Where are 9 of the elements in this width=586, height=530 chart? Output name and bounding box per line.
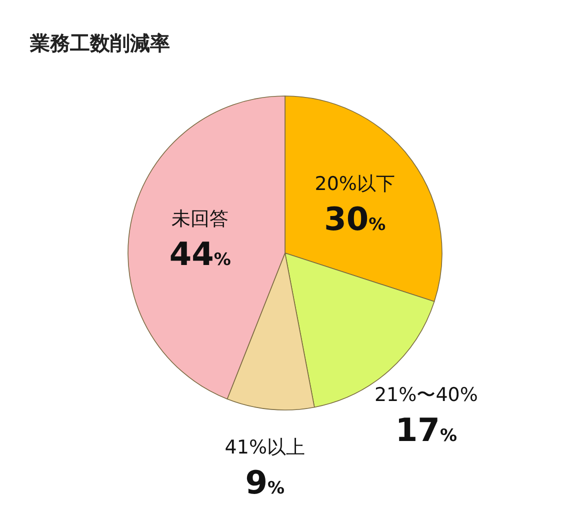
slice-label: 21%〜40%	[374, 384, 478, 406]
chart-title: 業務工数削減率	[29, 31, 170, 55]
data-label: 9%	[245, 464, 285, 502]
data-label: 44%	[169, 234, 231, 273]
slice-label: 41%以上	[224, 436, 306, 459]
slice-label: 未回答	[172, 208, 229, 230]
data-label: 30%	[324, 200, 386, 238]
slice-label: 20%以下	[314, 173, 395, 196]
data-label: 17%	[395, 411, 457, 450]
